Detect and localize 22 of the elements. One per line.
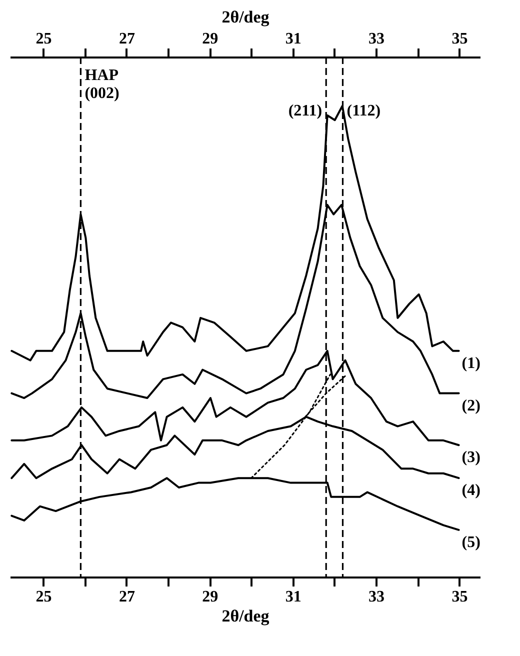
annotation: (211) [288, 102, 322, 120]
x-tick-label: 33 [368, 588, 385, 606]
x2-tick-label: 25 [36, 30, 52, 48]
x-axis-title: 2θ/deg [222, 606, 270, 626]
series-label: (2) [462, 397, 480, 414]
x-tick-label: 29 [202, 588, 218, 606]
series-label: (3) [462, 449, 480, 466]
series-label: (1) [462, 354, 480, 372]
x2-axis-title: 2θ/deg [222, 8, 270, 26]
series-label: (4) [462, 482, 480, 500]
series-label: (5) [462, 534, 480, 551]
x-tick-label: 25 [36, 588, 52, 606]
x2-tick-label: 31 [285, 30, 302, 48]
x-tick-label: 35 [452, 588, 468, 606]
x2-tick-label: 27 [118, 30, 135, 48]
x-tick-label: 31 [285, 588, 302, 606]
x2-tick-label: 35 [452, 30, 468, 48]
x2-tick-label: 29 [202, 30, 218, 48]
annotation: (112) [346, 102, 381, 120]
x-tick-label: 27 [118, 588, 135, 606]
x2-tick-label: 33 [368, 30, 385, 48]
ref-line-label: HAP (002) [84, 67, 120, 102]
